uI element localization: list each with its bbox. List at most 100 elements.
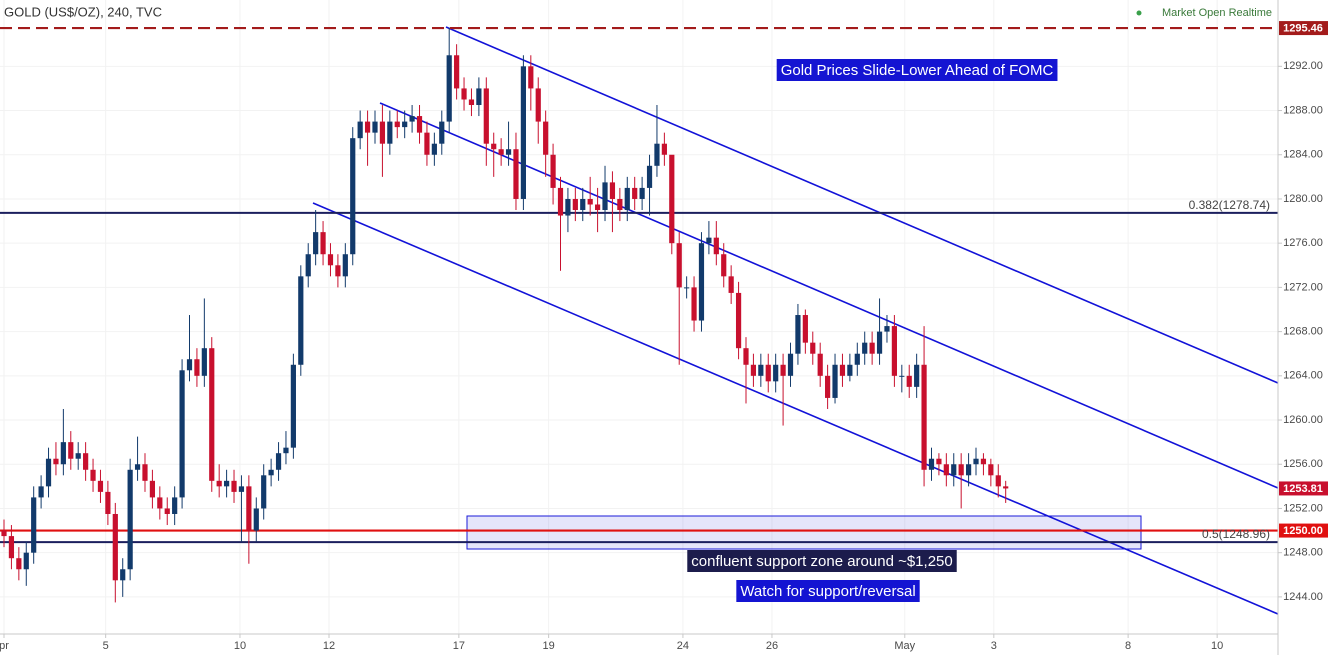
- status-dot: [1136, 10, 1142, 16]
- candle-body: [83, 453, 89, 470]
- candle-body: [735, 292, 742, 349]
- candle-body: [134, 464, 141, 470]
- candle-body: [364, 121, 371, 133]
- candle-body: [461, 88, 467, 100]
- candle-body: [513, 149, 519, 199]
- candle-body: [965, 464, 972, 476]
- candle-body: [869, 342, 875, 354]
- x-tick-label: 26: [766, 640, 778, 652]
- candle-body: [743, 348, 749, 365]
- candle-body: [847, 364, 853, 376]
- y-tick-label: 1264.00: [1283, 370, 1323, 382]
- candle-body: [899, 375, 905, 377]
- candle-body: [327, 254, 334, 266]
- annotations: Gold Prices Slide-Lower Ahead of FOMC con…: [687, 59, 1058, 602]
- candle-body: [112, 513, 118, 581]
- candle-body: [550, 154, 556, 188]
- candle-body: [594, 204, 601, 211]
- candle-body: [298, 276, 304, 365]
- labels-layer: GOLD (US$/OZ), 240, TVC Market Open Real…: [4, 4, 1272, 19]
- price-badge: [1279, 21, 1328, 36]
- candle-body: [342, 254, 348, 277]
- candle-body: [728, 276, 734, 293]
- candle-body: [602, 182, 608, 211]
- annotation-text: confluent support zone around ~$1,250: [691, 553, 952, 570]
- candle-body: [943, 464, 949, 476]
- candle-body: [958, 464, 964, 476]
- candle-body: [268, 469, 274, 476]
- candle-body: [995, 475, 1001, 487]
- trend-line: [445, 26, 1278, 384]
- candle-body: [795, 315, 801, 354]
- candle-body: [565, 198, 571, 216]
- candle-body: [936, 458, 942, 465]
- candle-body: [639, 187, 645, 199]
- candle-body: [876, 331, 883, 354]
- candle-body: [802, 315, 808, 343]
- candle-body: [394, 121, 400, 128]
- price-badge-label: 1250.00: [1283, 525, 1323, 537]
- candle-body: [454, 55, 460, 89]
- candle-body: [928, 458, 935, 470]
- candle-body: [201, 348, 207, 376]
- candle-body: [839, 364, 846, 376]
- candle-body: [580, 198, 586, 211]
- candle-body: [624, 187, 630, 211]
- annotation-text: Gold Prices Slide-Lower Ahead of FOMC: [781, 62, 1054, 79]
- candle-body: [60, 442, 66, 465]
- candle-body: [439, 121, 445, 144]
- price-badge-label: 1295.46: [1283, 22, 1323, 34]
- candle-body: [305, 254, 311, 277]
- candle-body: [53, 458, 59, 465]
- candle-body: [431, 143, 437, 155]
- candle-body: [832, 364, 838, 398]
- y-tick-label: 1292.00: [1283, 60, 1323, 72]
- candle-body: [980, 458, 987, 465]
- candle-body: [758, 364, 764, 376]
- candle-body: [387, 121, 393, 144]
- candle-body: [468, 99, 475, 106]
- candle-body: [127, 469, 133, 570]
- candle-body: [290, 364, 296, 448]
- candle-body: [8, 536, 15, 559]
- candle-body: [862, 342, 868, 354]
- fib-label: 0.382(1278.74): [1189, 198, 1270, 212]
- candle-body: [617, 198, 623, 211]
- x-tick-label: 10: [234, 640, 246, 652]
- candle-body: [320, 232, 326, 255]
- candle-body: [172, 497, 178, 514]
- candle-body: [988, 464, 994, 476]
- levels-layer: [0, 26, 1278, 544]
- candle-body: [543, 121, 549, 155]
- candle-body: [31, 497, 37, 553]
- candle-body: [810, 342, 816, 354]
- candle-body: [283, 447, 289, 454]
- candle-body: [609, 182, 616, 199]
- candle-body: [253, 508, 259, 531]
- x-tick-label: May: [894, 640, 915, 652]
- y-tick-label: 1284.00: [1283, 149, 1323, 161]
- price-badge-label: 1253.81: [1283, 483, 1323, 495]
- candle-body: [142, 464, 148, 481]
- candle-body: [164, 508, 170, 514]
- annotation-box: [776, 59, 1058, 81]
- candle-body: [313, 232, 319, 255]
- candle-body: [505, 149, 512, 155]
- x-tick-label: 8: [1125, 640, 1131, 652]
- candle-body: [684, 287, 690, 289]
- candle-body: [491, 143, 497, 150]
- x-tick-label: pr: [0, 640, 9, 652]
- candle-body: [706, 237, 712, 244]
- candle-body: [750, 364, 757, 376]
- y-tick-label: 1260.00: [1283, 414, 1323, 426]
- candle-body: [661, 143, 667, 155]
- candle-body: [721, 254, 727, 277]
- candle-body: [921, 364, 927, 470]
- support-zone: [466, 515, 1142, 550]
- y-tick-label: 1244.00: [1283, 591, 1323, 603]
- annotation-box: [736, 580, 920, 602]
- drawings: [312, 26, 1278, 615]
- candle-body: [817, 353, 823, 376]
